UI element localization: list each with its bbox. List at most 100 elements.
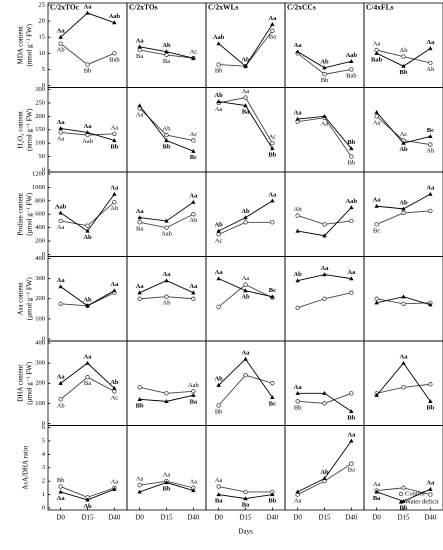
marker-control [401, 485, 406, 491]
significance-letter: Aa [215, 269, 224, 276]
y-axis-label: (nmol g⁻¹ FW) [26, 108, 34, 151]
marker-control [428, 382, 433, 387]
column-title: C/2xCCs [287, 3, 316, 12]
significance-letter: Ab [162, 42, 171, 49]
significance-letter: Bc [269, 287, 276, 294]
marker-deficit [191, 393, 196, 397]
significance-letter: Aa [136, 111, 144, 118]
marker-deficit [164, 399, 169, 403]
significance-letter: Ac [190, 49, 198, 56]
significance-letter: Bb [347, 139, 355, 146]
significance-letter: Aa [242, 88, 250, 95]
significance-letter: Ab [241, 57, 250, 64]
significance-letter: Aa [110, 281, 119, 288]
marker-deficit [58, 210, 63, 215]
series-line [218, 358, 273, 398]
marker-control [137, 220, 142, 225]
significance-letter: Ab [426, 147, 434, 154]
marker-deficit [349, 276, 354, 281]
significance-letter: Aa [242, 350, 251, 357]
marker-deficit [58, 126, 63, 131]
marker-control [58, 218, 63, 224]
y-axis-label: AsA/DHA ratio [22, 445, 30, 490]
significance-letter: Aab [346, 52, 358, 59]
marker-deficit [428, 134, 433, 139]
significance-letter: Bb [163, 143, 171, 150]
marker-control [164, 391, 169, 396]
significance-letter: Ab [83, 234, 92, 241]
y-axis-label: DHA content [17, 365, 25, 402]
marker-control [243, 489, 248, 495]
significance-letter: Ab [189, 217, 197, 224]
marker-deficit [85, 303, 90, 308]
significance-letter: Aa [268, 191, 277, 198]
y-tick-label: 0 [42, 504, 45, 511]
significance-letter: Bab [346, 72, 356, 79]
marker-control [349, 218, 354, 224]
x-tick-label: D15 [397, 514, 410, 522]
marker-deficit [216, 492, 221, 497]
marker-control [243, 373, 248, 378]
significance-letter: Aa [189, 283, 198, 290]
significance-letter: Aa [373, 41, 381, 48]
y-tick-label: 5 [42, 437, 45, 444]
significance-letter: Bb [136, 402, 144, 409]
marker-control [58, 41, 63, 46]
marker-deficit [216, 382, 221, 387]
marker-deficit [191, 55, 196, 60]
marker-deficit [428, 486, 433, 491]
significance-letter: Aab [55, 203, 67, 210]
marker-control [137, 385, 142, 390]
marker-deficit [243, 288, 248, 293]
significance-letter: Aab [188, 382, 199, 389]
marker-deficit [322, 391, 327, 395]
significance-letter: Bb [400, 504, 408, 511]
significance-letter: Ba [136, 225, 143, 232]
significance-letter: Ba [348, 467, 355, 474]
marker-control [216, 304, 221, 309]
y-tick-label: 400 [35, 339, 45, 346]
significance-letter: Aa [426, 39, 435, 46]
marker-control [428, 492, 433, 497]
marker-deficit [428, 46, 433, 51]
marker-control [164, 294, 169, 299]
marker-deficit [243, 63, 248, 68]
marker-control [322, 296, 327, 301]
significance-letter: Ab [294, 206, 302, 213]
marker-control [374, 114, 379, 119]
significance-letter: Bb [400, 69, 408, 76]
marker-deficit [85, 497, 90, 502]
significance-letter: Aa [57, 224, 65, 231]
significance-letter: Aa [57, 28, 66, 35]
significance-letter: Aa [111, 124, 119, 131]
y-tick-label: 200 [35, 295, 45, 302]
significance-letter: Aa [294, 42, 303, 49]
marker-deficit [401, 360, 406, 365]
marker-control [85, 375, 90, 380]
column-title: C/4xFLs [366, 3, 394, 12]
marker-deficit [164, 138, 169, 143]
y-axis-label: MDA content [17, 26, 25, 64]
marker-deficit [270, 294, 275, 299]
marker-deficit [112, 138, 117, 143]
series-line [218, 374, 273, 406]
y-tick-label: 300 [35, 86, 45, 93]
y-tick-label: 0 [42, 251, 45, 258]
marker-deficit [85, 360, 90, 365]
y-tick-label: 200 [35, 113, 45, 120]
significance-letter: Bc [427, 127, 434, 134]
marker-deficit [58, 34, 63, 39]
y-tick-label: 100 [35, 400, 45, 407]
marker-control [270, 28, 275, 33]
y-tick-label: 100 [35, 315, 45, 322]
significance-letter: Bb [347, 414, 355, 421]
significance-letter: Aa [373, 481, 381, 488]
y-tick-label: 3 [42, 464, 45, 471]
significance-letter: Ab [320, 469, 329, 476]
marker-deficit [295, 116, 300, 121]
marker-deficit [112, 191, 117, 196]
significance-letter: Ba [84, 380, 91, 387]
significance-letter: Bb [84, 68, 92, 75]
marker-deficit [349, 146, 354, 151]
